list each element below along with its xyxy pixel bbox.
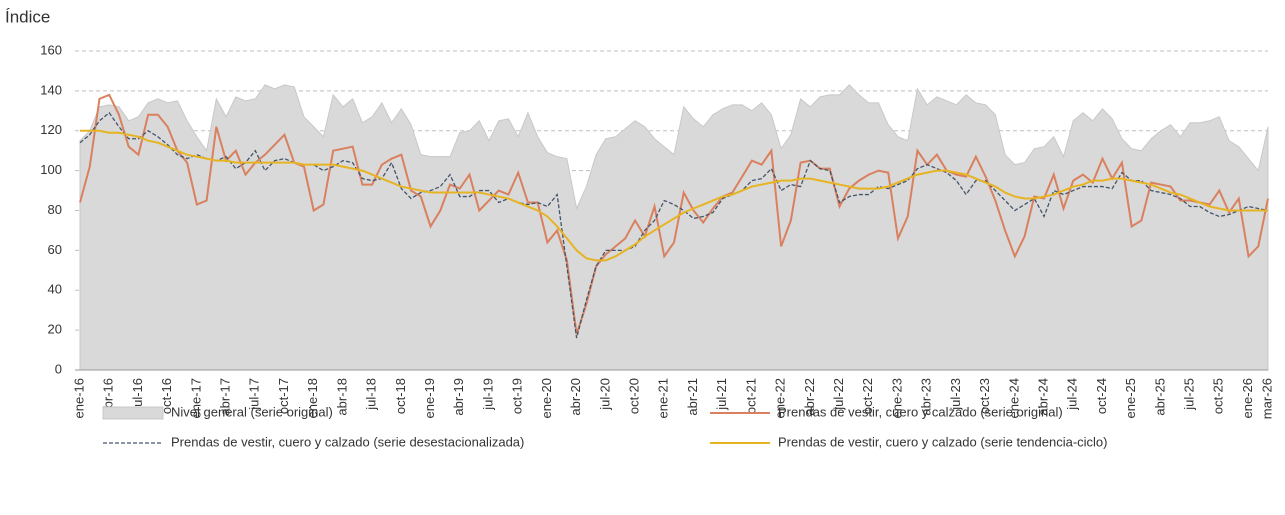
y-tick-label: 0 xyxy=(55,361,62,376)
x-tick-label: oct-16 xyxy=(159,378,174,414)
x-tick-label: oct-20 xyxy=(626,378,641,414)
x-tick-label: abr-19 xyxy=(451,378,466,416)
x-tick-label: abr-16 xyxy=(101,378,116,416)
x-tick-label: mar-26 xyxy=(1259,378,1274,419)
x-tick-label: ene-24 xyxy=(1006,378,1021,418)
x-tick-label: ene-16 xyxy=(71,378,86,418)
x-tick-label: jul-20 xyxy=(597,378,612,411)
x-tick-label: abr-23 xyxy=(919,378,934,416)
x-tick-label: jul-19 xyxy=(480,378,495,411)
legend-label: Prendas de vestir, cuero y calzado (seri… xyxy=(778,404,1063,419)
x-tick-label: ene-22 xyxy=(773,378,788,418)
y-tick-label: 20 xyxy=(48,322,62,337)
x-tick-label: abr-17 xyxy=(218,378,233,416)
x-tick-label: jul-17 xyxy=(247,378,262,411)
x-tick-label: jul-25 xyxy=(1182,378,1197,411)
x-tick-label: abr-25 xyxy=(1152,378,1167,416)
x-tick-label: jul-18 xyxy=(364,378,379,411)
x-tick-label: abr-20 xyxy=(568,378,583,416)
x-tick-label: oct-22 xyxy=(860,378,875,414)
area xyxy=(79,84,1269,371)
x-tick-label: ene-21 xyxy=(656,378,671,418)
y-tick-label: 40 xyxy=(48,282,62,297)
x-tick-label: ene-23 xyxy=(889,378,904,418)
legend-swatch xyxy=(102,406,164,420)
y-tick-label: 140 xyxy=(40,82,62,97)
x-tick-label: jul-16 xyxy=(130,378,145,411)
x-tick-label: ene-18 xyxy=(305,378,320,418)
line xyxy=(79,93,1269,335)
x-tick-label: ene-17 xyxy=(188,378,203,418)
x-tick-label: ene-26 xyxy=(1240,378,1255,418)
x-tick-label: abr-22 xyxy=(802,378,817,416)
legend-label: Nivel general (serie original) xyxy=(171,404,333,419)
line xyxy=(80,129,1268,262)
y-tick-label: 80 xyxy=(48,202,62,217)
x-tick-label: oct-18 xyxy=(393,378,408,414)
x-tick-label: oct-23 xyxy=(977,378,992,414)
x-tick-label: oct-21 xyxy=(743,378,758,414)
x-tick-label: ene-20 xyxy=(539,378,554,418)
x-tick-label: abr-18 xyxy=(334,378,349,416)
x-tick-label: oct-24 xyxy=(1094,378,1109,414)
x-tick-label: ene-19 xyxy=(422,378,437,418)
x-tick-label: jul-22 xyxy=(831,378,846,411)
x-tick-label: oct-19 xyxy=(510,378,525,414)
y-tick-label: 120 xyxy=(40,122,62,137)
y-tick-label: 160 xyxy=(40,42,62,57)
x-tick-label: jul-23 xyxy=(948,378,963,411)
x-tick-label: jul-24 xyxy=(1065,378,1080,411)
x-tick-label: oct-25 xyxy=(1211,378,1226,414)
x-tick-label: oct-17 xyxy=(276,378,291,414)
x-tick-label: abr-21 xyxy=(685,378,700,416)
x-tick-label: jul-21 xyxy=(714,378,729,411)
x-tick-label: ene-25 xyxy=(1123,378,1138,418)
y-tick-label: 100 xyxy=(40,162,62,177)
legend-label: Prendas de vestir, cuero y calzado (seri… xyxy=(778,434,1108,449)
x-tick-label: abr-24 xyxy=(1035,378,1050,416)
legend-label: Prendas de vestir, cuero y calzado (seri… xyxy=(171,434,524,449)
y-tick-label: 60 xyxy=(48,242,62,257)
y-axis-title: Índice xyxy=(5,7,50,26)
